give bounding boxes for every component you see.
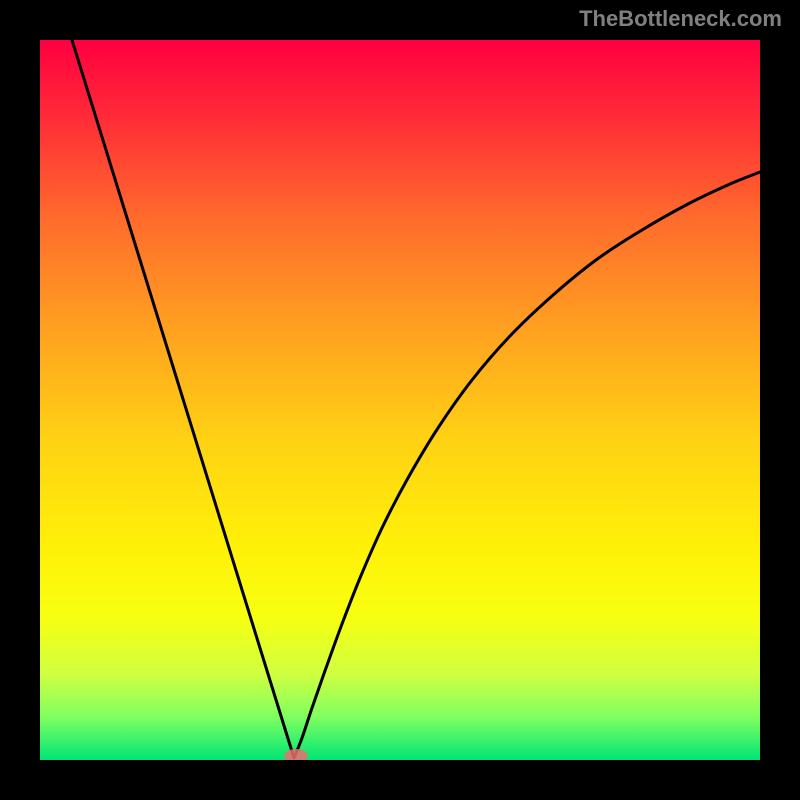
- plot-area: [40, 40, 760, 760]
- gradient-background: [40, 40, 760, 760]
- gradient-rect: [40, 40, 760, 760]
- watermark-text: TheBottleneck.com: [579, 6, 782, 32]
